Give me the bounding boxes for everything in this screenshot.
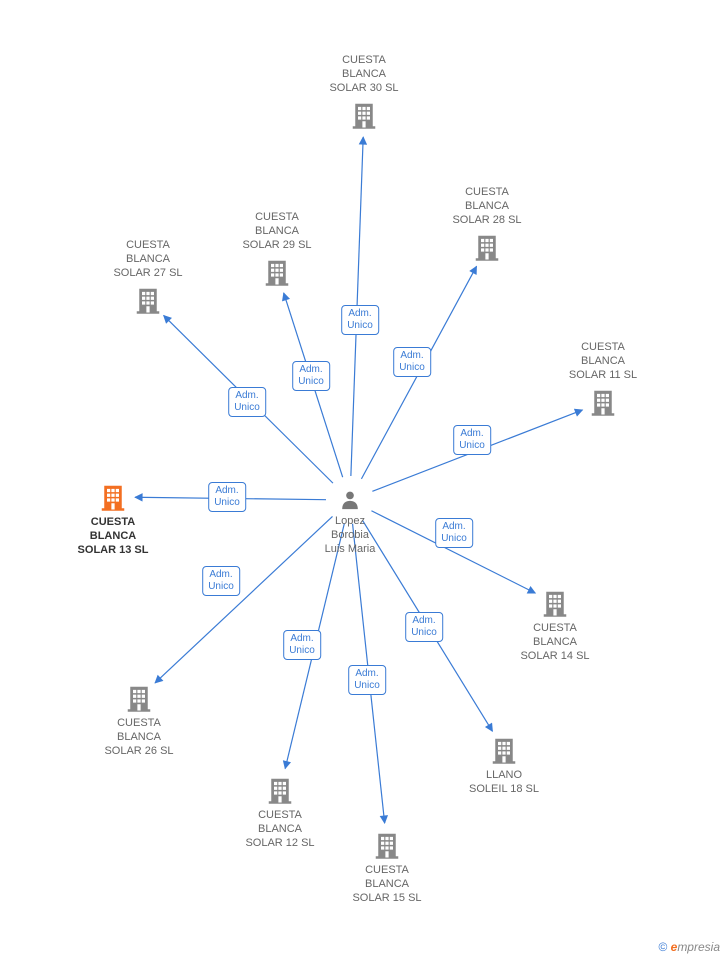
company-label: CUESTA BLANCA SOLAR 26 SL: [104, 717, 173, 758]
person-icon: [339, 489, 361, 511]
company-label: CUESTA BLANCA SOLAR 11 SL: [569, 341, 637, 382]
building-icon: [588, 387, 618, 417]
edge-label: Adm. Unico: [393, 347, 431, 377]
edge-label: Adm. Unico: [435, 518, 473, 548]
company-label: CUESTA BLANCA SOLAR 12 SL: [245, 809, 314, 850]
company-node[interactable]: [262, 257, 292, 287]
node-layer: Adm. Unico Adm. Unico Adm. Unico Adm. Unico…: [0, 0, 728, 960]
company-label: CUESTA BLANCA SOLAR 13 SL: [78, 516, 149, 557]
brand-rest: mpresia: [677, 940, 720, 954]
edge-label: Adm. Unico: [348, 665, 386, 695]
building-icon: [472, 232, 502, 262]
building-icon: [540, 588, 570, 618]
company-node[interactable]: [349, 100, 379, 130]
building-icon: [262, 257, 292, 287]
edge-label: Adm. Unico: [228, 387, 266, 417]
company-node[interactable]: [98, 482, 128, 512]
building-icon: [98, 482, 128, 512]
edge-label: Adm. Unico: [208, 482, 246, 512]
building-icon: [124, 683, 154, 713]
building-icon: [349, 100, 379, 130]
building-icon: [489, 735, 519, 765]
company-node[interactable]: [133, 285, 163, 315]
copyright: © empresia: [658, 940, 720, 954]
edge-label: Adm. Unico: [292, 361, 330, 391]
company-node[interactable]: [372, 830, 402, 860]
building-icon: [265, 775, 295, 805]
company-node[interactable]: [489, 735, 519, 765]
company-node[interactable]: [472, 232, 502, 262]
company-label: LLANO SOLEIL 18 SL: [469, 769, 539, 797]
company-label: CUESTA BLANCA SOLAR 15 SL: [352, 864, 421, 905]
building-icon: [133, 285, 163, 315]
copyright-symbol: ©: [658, 940, 667, 954]
company-label: CUESTA BLANCA SOLAR 29 SL: [242, 211, 311, 252]
building-icon: [372, 830, 402, 860]
center-person[interactable]: [339, 489, 361, 511]
company-label: CUESTA BLANCA SOLAR 30 SL: [329, 54, 398, 95]
center-label: Lopez Borobia Luis Maria: [325, 515, 376, 556]
company-label: CUESTA BLANCA SOLAR 28 SL: [452, 186, 521, 227]
company-node[interactable]: [124, 683, 154, 713]
company-label: CUESTA BLANCA SOLAR 27 SL: [113, 239, 182, 280]
company-node[interactable]: [540, 588, 570, 618]
edge-label: Adm. Unico: [341, 305, 379, 335]
company-node[interactable]: [265, 775, 295, 805]
company-label: CUESTA BLANCA SOLAR 14 SL: [520, 622, 589, 663]
edge-label: Adm. Unico: [202, 566, 240, 596]
company-node[interactable]: [588, 387, 618, 417]
edge-label: Adm. Unico: [405, 612, 443, 642]
edge-label: Adm. Unico: [453, 425, 491, 455]
edge-label: Adm. Unico: [283, 630, 321, 660]
